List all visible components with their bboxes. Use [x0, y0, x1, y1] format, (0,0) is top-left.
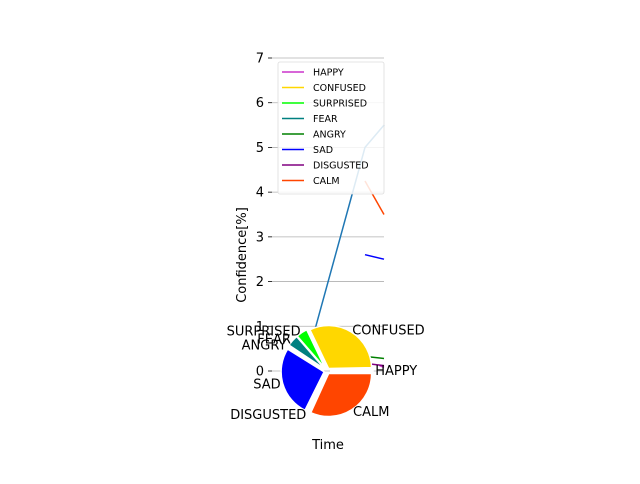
- y-tick-label-5: 5: [256, 141, 264, 156]
- pie-label-angry: ANGRY: [242, 338, 287, 353]
- y-tick-label-6: 6: [256, 96, 264, 111]
- y-tick-label-2: 2: [256, 275, 264, 290]
- y-tick-label-0: 0: [256, 365, 264, 380]
- pie-label-disgusted: DISGUSTED: [230, 408, 306, 423]
- y-tick-label-3: 3: [256, 230, 264, 245]
- legend-label-fear: FEAR: [313, 114, 338, 125]
- legend-label-calm: CALM: [313, 176, 340, 187]
- pie-label-confused: CONFUSED: [352, 324, 425, 339]
- y-tick-label-4: 4: [256, 186, 264, 201]
- pie-slice-calm: [309, 372, 373, 418]
- pie-label-surprised: SURPRISED: [227, 324, 301, 339]
- pie-label-fear: FEAR: [257, 333, 291, 348]
- legend-label-disgusted: DISGUSTED: [313, 161, 369, 172]
- legend-label-angry: ANGRY: [313, 130, 346, 141]
- pie-slice-happy: [329, 369, 374, 372]
- pie-label-happy: HAPPY: [375, 364, 417, 379]
- pie-slice-confused: [308, 324, 373, 370]
- legend-label-surprised: SURPRISED: [313, 99, 367, 110]
- pie-slice-sad: [280, 348, 326, 412]
- legend: HAPPY CONFUSED SURPRISED FEAR ANGRY SAD DISGUS…: [277, 61, 385, 195]
- y-tick-label-1: 1: [256, 320, 264, 335]
- pie-slice-surprised: [296, 328, 327, 369]
- pie-slice-angry: [286, 344, 325, 371]
- x-axis-label: Time: [311, 438, 344, 453]
- series-line-sad: [364, 253, 385, 260]
- legend-label-happy: HAPPY: [313, 68, 344, 79]
- pie-slice-disgusted: [305, 373, 327, 414]
- y-tick-label-7: 7: [256, 52, 264, 67]
- y-axis-label: Confidence[%]: [235, 207, 250, 303]
- legend-box: [277, 61, 385, 195]
- pie-label-sad: SAD: [253, 378, 280, 393]
- legend-label-confused: CONFUSED: [313, 83, 366, 94]
- pie-label-calm: CALM: [353, 405, 389, 420]
- y-axis: 0 1 2 3 4 5 6 7: [256, 52, 272, 380]
- legend-label-sad: SAD: [313, 145, 333, 156]
- series-line-angry: [368, 355, 385, 360]
